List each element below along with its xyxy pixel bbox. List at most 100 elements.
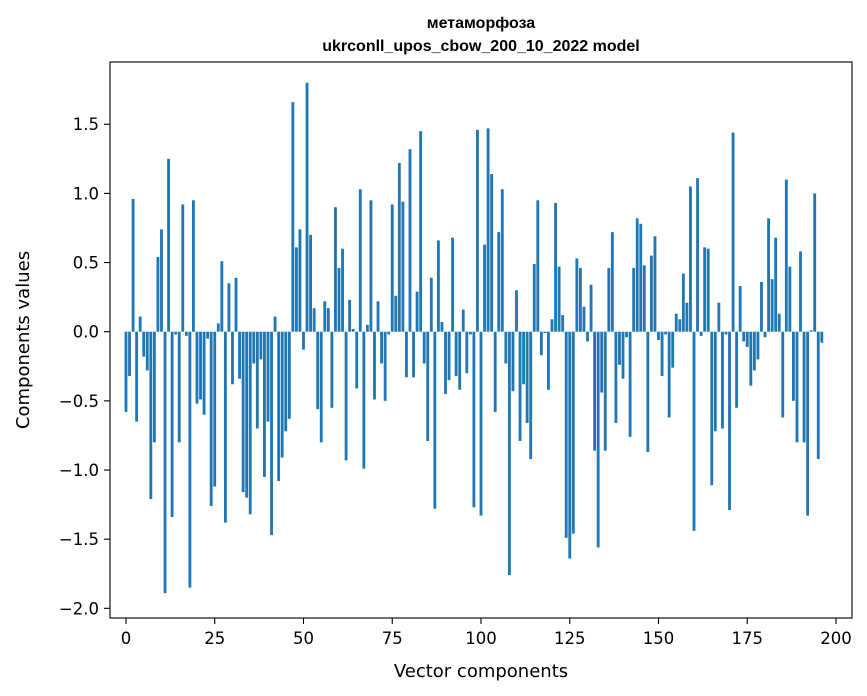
bar: [543, 331, 547, 334]
bar: [539, 331, 543, 356]
bar: [305, 82, 309, 332]
y-tick-label: 1.5: [73, 115, 99, 134]
bar: [355, 331, 359, 389]
bar: [397, 162, 401, 332]
bar: [465, 331, 469, 374]
bar: [323, 301, 327, 332]
bar: [607, 268, 611, 332]
bar: [692, 331, 696, 531]
bar: [767, 218, 770, 332]
bar: [770, 279, 774, 332]
bar: [138, 316, 142, 332]
bar: [174, 331, 178, 335]
bar: [273, 316, 277, 332]
bar: [603, 331, 607, 451]
bar: [422, 331, 426, 364]
bar: [394, 295, 398, 332]
bar: [255, 331, 259, 429]
bar: [809, 330, 813, 332]
bar: [131, 198, 135, 332]
bar: [486, 128, 490, 332]
bar: [302, 331, 305, 350]
bar: [816, 331, 820, 459]
bar: [724, 331, 728, 335]
bar: [248, 331, 252, 515]
bar: [238, 331, 241, 379]
bar: [529, 331, 533, 459]
bar: [784, 179, 788, 332]
bar: [547, 331, 550, 390]
bar: [479, 331, 483, 516]
bar: [447, 331, 451, 381]
bar: [717, 302, 721, 332]
bar: [213, 331, 217, 487]
bar: [284, 331, 288, 432]
y-tick-label: 0.0: [73, 323, 99, 342]
bar: [426, 331, 430, 441]
bar: [309, 234, 313, 332]
bar: [390, 204, 394, 332]
bar: [550, 319, 554, 332]
bar: [777, 313, 781, 332]
bar: [515, 290, 518, 332]
bar: [231, 331, 234, 385]
bar: [728, 331, 731, 511]
bar: [646, 331, 650, 453]
bar: [507, 331, 511, 576]
bar: [532, 263, 536, 332]
bar: [192, 200, 195, 332]
bar: [713, 331, 717, 432]
bar: [280, 331, 284, 458]
chart-title-line-1: метаморфоза: [427, 15, 536, 32]
bar: [358, 189, 362, 332]
bar: [373, 331, 376, 400]
x-tick-label: 200: [820, 629, 852, 648]
bar: [575, 258, 579, 332]
bar: [561, 315, 565, 332]
bar: [689, 186, 692, 332]
bar: [461, 309, 465, 332]
bar: [415, 291, 419, 332]
bar: [401, 201, 405, 332]
bar: [223, 331, 227, 523]
bar: [316, 331, 320, 410]
bar: [752, 331, 756, 371]
x-tick-label: 175: [732, 629, 764, 648]
bar: [344, 331, 348, 461]
bar: [639, 223, 643, 332]
bar: [813, 193, 817, 332]
bar: [721, 331, 724, 429]
bar: [635, 218, 639, 332]
bar: [564, 331, 568, 538]
bar: [806, 331, 810, 516]
bar: [472, 331, 476, 508]
x-tick-label: 25: [204, 629, 225, 648]
bar: [660, 331, 664, 376]
bar: [341, 248, 344, 332]
bar: [493, 331, 497, 412]
bar: [206, 331, 210, 339]
bar: [632, 268, 636, 332]
bar: [749, 331, 753, 386]
y-tick-label: −1.0: [59, 461, 99, 480]
bar: [578, 268, 582, 332]
bar: [511, 331, 515, 392]
bar: [199, 331, 202, 400]
bar: [731, 132, 735, 332]
bar: [476, 129, 479, 332]
bar: [245, 331, 249, 498]
bar: [674, 313, 678, 332]
bar: [440, 322, 444, 332]
x-tick-label: 75: [382, 629, 403, 648]
bar: [696, 178, 699, 332]
bar: [330, 331, 334, 408]
bar: [252, 331, 256, 364]
bar: [405, 331, 408, 378]
bar: [348, 299, 352, 332]
bar: [298, 229, 302, 332]
bar: [124, 331, 128, 412]
bar: [625, 331, 628, 338]
bar: [202, 331, 206, 415]
bar: [760, 281, 763, 332]
bar: [128, 331, 131, 376]
